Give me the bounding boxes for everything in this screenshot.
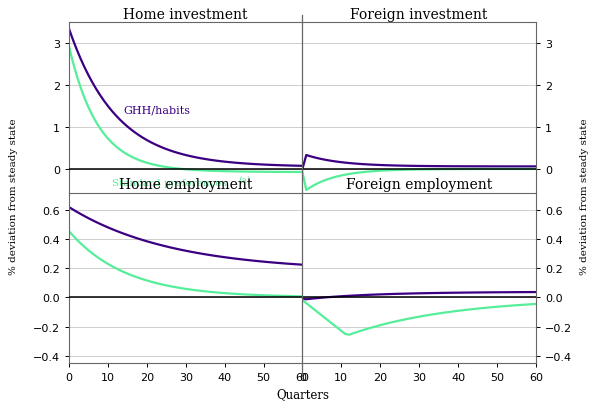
Text: (a): (a) [238, 175, 251, 184]
Title: Home investment: Home investment [124, 8, 248, 22]
Title: Foreign employment: Foreign employment [346, 178, 492, 192]
Text: Standard preferences: Standard preferences [112, 179, 227, 188]
Text: GHH/habits: GHH/habits [124, 105, 190, 115]
Text: % deviation from steady state: % deviation from steady state [580, 118, 589, 274]
Text: % deviation from steady state: % deviation from steady state [8, 118, 18, 274]
Text: Quarters: Quarters [276, 387, 329, 400]
Title: Foreign investment: Foreign investment [350, 8, 488, 22]
Title: Home employment: Home employment [119, 178, 253, 192]
